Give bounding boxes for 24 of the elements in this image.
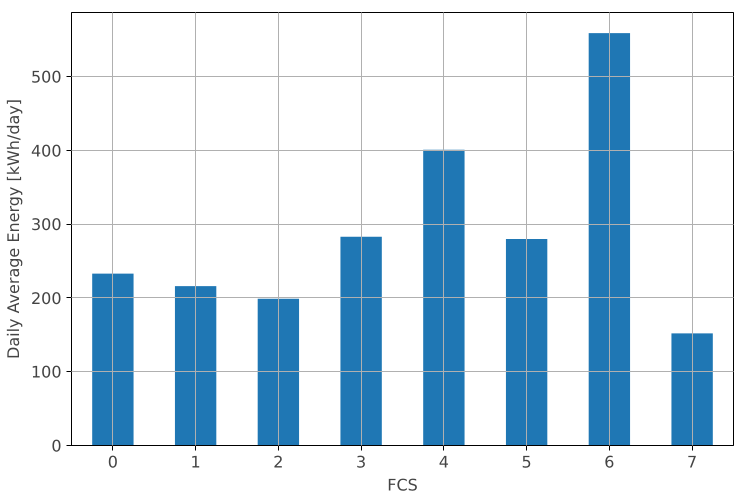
- x-tick-label: 2: [273, 452, 284, 472]
- x-tick-label: 4: [438, 452, 449, 472]
- x-tick-label: 1: [190, 452, 201, 472]
- x-tick-label: 7: [687, 452, 698, 472]
- x-axis-title: FCS: [387, 476, 418, 494]
- x-tick-label: 3: [356, 452, 366, 472]
- bar: [506, 238, 548, 446]
- bar: [340, 236, 382, 446]
- bar: [423, 150, 465, 446]
- y-tick-label: 200: [30, 288, 62, 308]
- bar: [671, 333, 713, 446]
- y-tick-label: 500: [30, 68, 62, 87]
- bar: [92, 274, 134, 446]
- x-tick-label: 6: [604, 452, 614, 472]
- bar: [174, 286, 216, 446]
- x-tick-label: 0: [108, 452, 118, 472]
- y-tick-label: 400: [30, 141, 62, 160]
- y-tick-label: 100: [30, 362, 62, 382]
- bar: [588, 33, 630, 446]
- y-tick-label: 300: [30, 215, 62, 234]
- y-tick-label: 0: [51, 436, 62, 456]
- y-axis-title: Daily Average Energy [kWh/day]: [4, 98, 23, 359]
- bar: [258, 298, 300, 446]
- x-tick-label: 5: [522, 452, 532, 472]
